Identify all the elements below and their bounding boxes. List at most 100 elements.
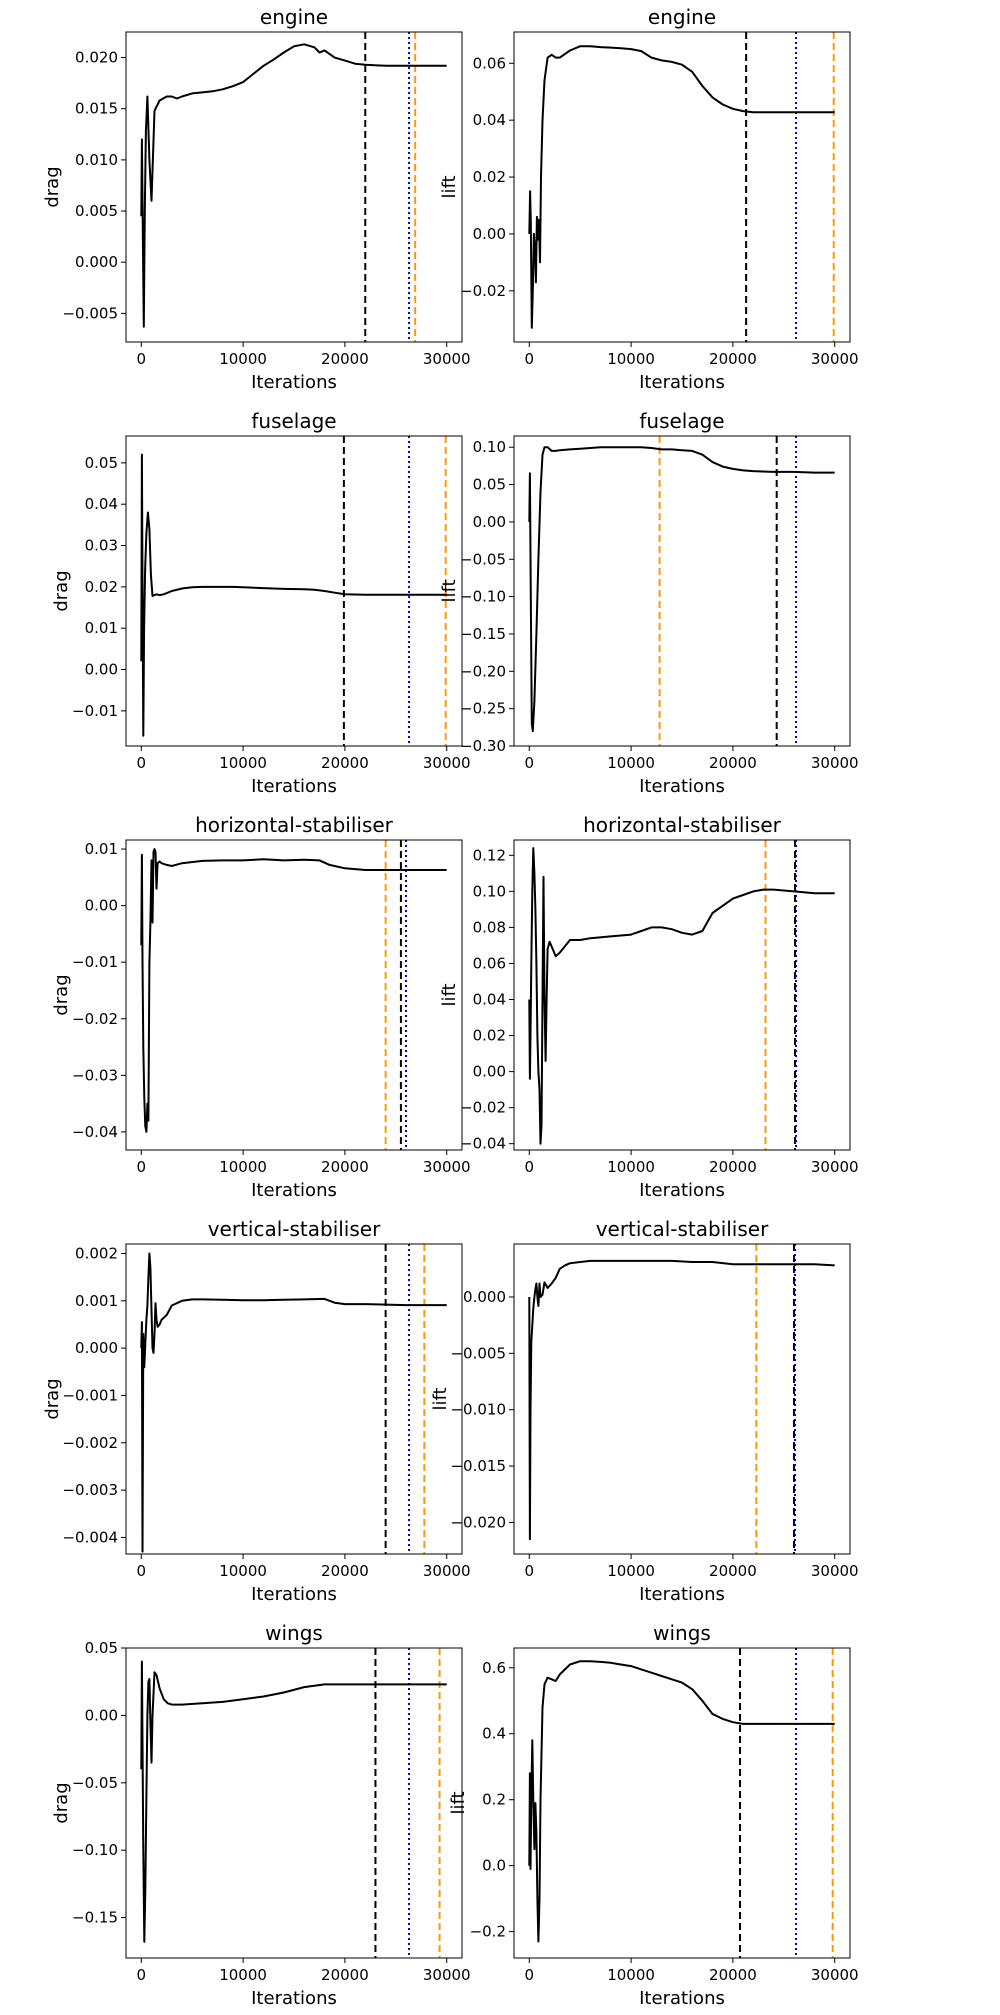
axes-frame [513, 839, 851, 1151]
x-tick-label: 0 [524, 1966, 534, 1984]
y-tick-label: 0.03 [85, 537, 118, 555]
x-axis-label: Iterations [251, 1988, 337, 2009]
axes-frame [513, 1243, 851, 1555]
y-tick-label: 0.08 [473, 918, 506, 936]
y-tick-label: −0.010 [450, 1401, 506, 1419]
x-tick-label: 10000 [607, 754, 655, 772]
y-tick-label: 0.00 [473, 1063, 506, 1081]
y-tick-label: 0.00 [473, 513, 506, 531]
y-tick-label: −0.005 [450, 1344, 506, 1362]
subplot-1: engine 0 10000 20000 30000 −0.005 0.000 0.005 0.… [42, 5, 471, 393]
y-tick-label: 0.10 [473, 882, 506, 900]
axes-frame [125, 1243, 463, 1555]
y-tick-label: −0.005 [62, 304, 118, 322]
y-tick-label: −0.04 [72, 1123, 118, 1141]
y-axis-label: lift [439, 175, 460, 198]
y-tick-label: −0.01 [72, 953, 118, 971]
x-tick-label: 0 [524, 754, 534, 772]
axes-frame [513, 31, 851, 343]
x-tick-label: 20000 [709, 1966, 757, 1984]
axes-frame [125, 1647, 463, 1959]
x-axis-label: Iterations [251, 776, 337, 797]
x-axis-label: Iterations [639, 1584, 725, 1605]
x-tick-label: 0 [524, 1158, 534, 1176]
y-tick-label: −0.15 [460, 625, 506, 643]
x-tick-label: 30000 [423, 754, 471, 772]
subplot-title: engine [260, 5, 328, 29]
y-tick-label: −0.30 [460, 737, 506, 755]
y-tick-label: 0.001 [75, 1292, 118, 1310]
y-tick-label: 0.05 [85, 454, 118, 472]
series-line [140, 848, 447, 1133]
subplot-title: vertical-stabiliser [596, 1217, 769, 1241]
y-tick-label: 0.2 [482, 1791, 506, 1809]
x-tick-label: 10000 [219, 350, 267, 368]
x-tick-label: 10000 [219, 1562, 267, 1580]
y-tick-label: −0.10 [72, 1841, 118, 1859]
y-tick-label: −0.2 [470, 1923, 506, 1941]
series-line [140, 453, 447, 737]
y-tick-label: 0.000 [75, 1339, 118, 1357]
y-tick-label: −0.10 [460, 588, 506, 606]
x-axis-label: Iterations [251, 1180, 337, 1201]
subplot-title: vertical-stabiliser [208, 1217, 381, 1241]
series-line [528, 847, 835, 1145]
y-axis-label: lift [439, 983, 460, 1006]
y-tick-label: 0.0 [482, 1857, 506, 1875]
subplot-6: horizontal-stabiliser 0 10000 20000 30000 −0.… [439, 813, 859, 1201]
y-tick-label: −0.25 [460, 700, 506, 718]
x-axis-label: Iterations [251, 372, 337, 393]
y-axis-label: drag [51, 570, 72, 611]
series-line [528, 1259, 835, 1541]
x-tick-label: 20000 [709, 1158, 757, 1176]
x-tick-label: 30000 [811, 1158, 859, 1176]
y-axis-label: drag [51, 1782, 72, 1823]
x-tick-label: 10000 [219, 754, 267, 772]
y-tick-label: 0.06 [473, 954, 506, 972]
series-line [528, 446, 835, 733]
axes-frame [125, 31, 463, 343]
subplot-3: fuselage 0 10000 20000 30000 −0.01 0.00 0.01 0.0… [51, 409, 471, 797]
x-tick-label: 10000 [607, 1158, 655, 1176]
y-tick-label: 0.00 [85, 661, 118, 679]
y-tick-label: −0.20 [460, 662, 506, 680]
x-tick-label: 0 [136, 1562, 146, 1580]
y-tick-label: −0.003 [62, 1481, 118, 1499]
y-tick-label: 0.00 [85, 897, 118, 915]
y-tick-label: −0.04 [460, 1135, 506, 1153]
x-tick-label: 30000 [423, 350, 471, 368]
y-tick-label: 0.02 [85, 578, 118, 596]
x-tick-label: 10000 [607, 1966, 655, 1984]
y-tick-label: 0.005 [75, 202, 118, 220]
axes-frame [125, 839, 463, 1151]
y-tick-label: −0.02 [460, 1099, 506, 1117]
y-tick-label: −0.020 [450, 1513, 506, 1531]
x-tick-label: 20000 [709, 1562, 757, 1580]
subplot-8: vertical-stabiliser 0 10000 20000 30000 −0.02… [430, 1217, 859, 1605]
y-tick-label: −0.03 [72, 1066, 118, 1084]
y-tick-label: −0.05 [72, 1774, 118, 1792]
subplot-5: horizontal-stabiliser 0 10000 20000 30000 −0.… [51, 813, 471, 1201]
x-tick-label: 30000 [811, 1966, 859, 1984]
y-tick-label: 0.05 [473, 476, 506, 494]
x-tick-label: 20000 [709, 350, 757, 368]
axes-frame [513, 435, 851, 747]
x-tick-label: 10000 [219, 1966, 267, 1984]
x-tick-label: 30000 [423, 1966, 471, 1984]
subplot-10: wings 0 10000 20000 30000 −0.2 0.0 0.2 0.4 0.6 Ite… [448, 1621, 859, 2009]
y-tick-label: 0.10 [473, 438, 506, 456]
y-tick-label: −0.05 [460, 550, 506, 568]
y-axis-label: lift [448, 1791, 469, 1814]
y-tick-label: −0.002 [62, 1434, 118, 1452]
subplot-7: vertical-stabiliser 0 10000 20000 30000 −0.00… [42, 1217, 471, 1605]
y-tick-label: 0.00 [85, 1706, 118, 1724]
y-tick-label: 0.002 [75, 1244, 118, 1262]
x-axis-label: Iterations [639, 1988, 725, 2009]
subplot-title: wings [265, 1621, 323, 1645]
y-axis-label: lift [439, 579, 460, 602]
y-tick-label: −0.15 [72, 1909, 118, 1927]
x-axis-label: Iterations [251, 1584, 337, 1605]
y-axis-label: drag [42, 166, 63, 207]
subplot-title: wings [653, 1621, 711, 1645]
